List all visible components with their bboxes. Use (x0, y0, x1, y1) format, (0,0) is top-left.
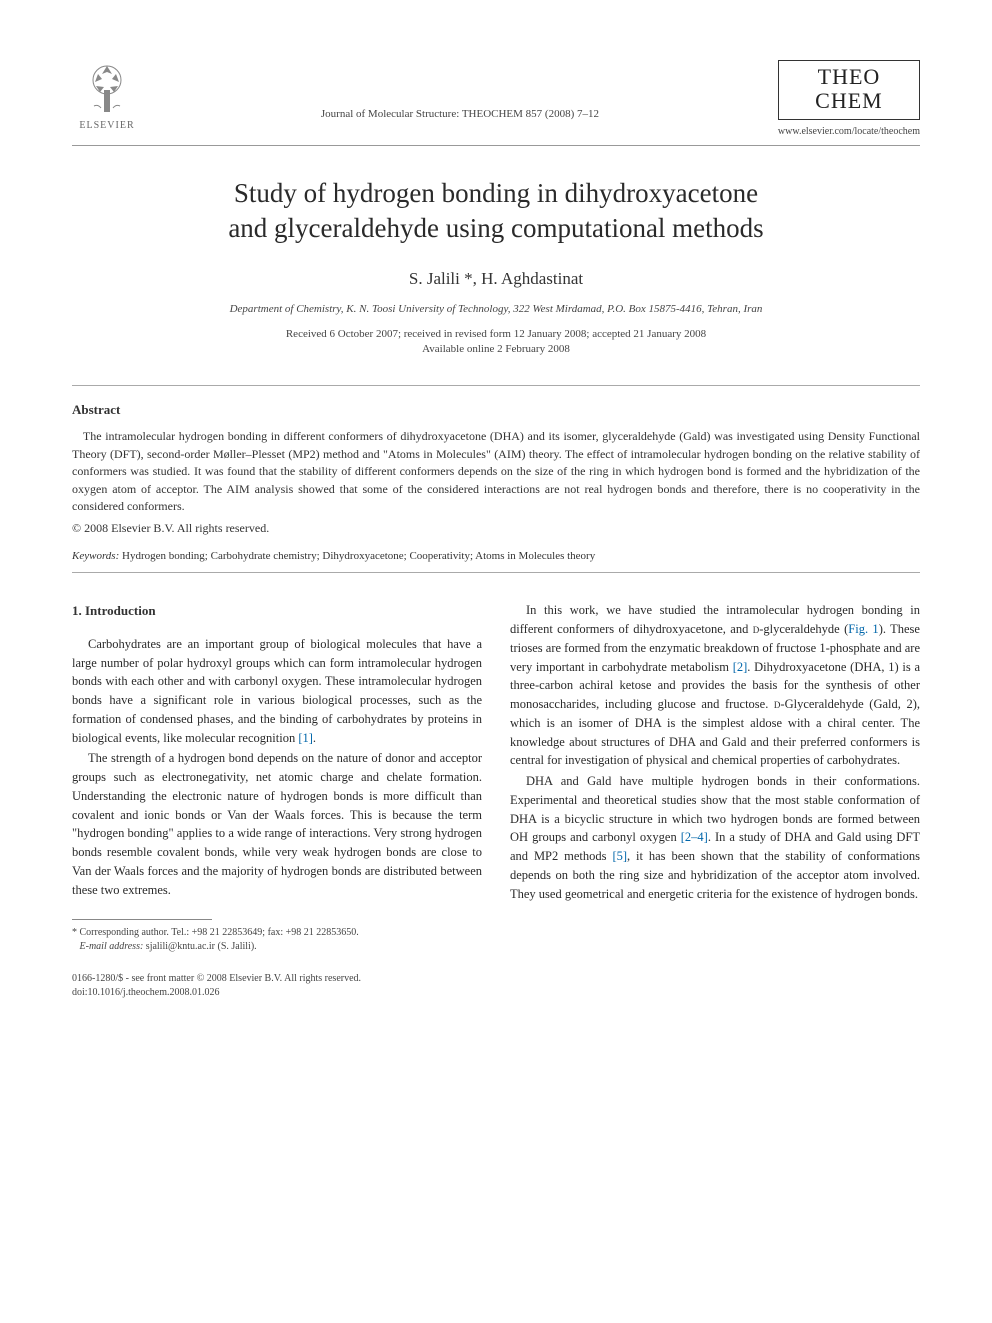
publisher-label: ELSEVIER (79, 120, 134, 131)
journal-reference: Journal of Molecular Structure: THEOCHEM… (142, 60, 778, 120)
footnote-email: sjalili@kntu.ac.ir (S. Jalili). (143, 941, 256, 952)
p3b: -glyceraldehyde ( (759, 622, 848, 636)
page-footer: 0166-1280/$ - see front matter © 2008 El… (72, 972, 482, 1000)
ref-link-4[interactable]: [5] (612, 849, 627, 863)
article-dates: Received 6 October 2007; received in rev… (72, 327, 920, 358)
header-row: ELSEVIER Journal of Molecular Structure:… (72, 60, 920, 137)
footnote-email-label: E-mail address: (80, 941, 144, 952)
publisher-logo: ELSEVIER (72, 60, 142, 131)
footnote-email-line: E-mail address: sjalili@kntu.ac.ir (S. J… (72, 940, 482, 954)
journal-box-line2: CHEM (785, 89, 913, 113)
abstract-heading: Abstract (72, 402, 920, 418)
header-rule (72, 145, 920, 146)
journal-box-line1: THEO (785, 65, 913, 89)
abstract-text: The intramolecular hydrogen bonding in d… (72, 429, 920, 513)
journal-box: THEO CHEM (778, 60, 920, 120)
column-right: In this work, we have studied the intram… (510, 601, 920, 1000)
intro-para-3: In this work, we have studied the intram… (510, 601, 920, 770)
intro-para-2: The strength of a hydrogen bond depends … (72, 749, 482, 899)
footer-line1: 0166-1280/$ - see front matter © 2008 El… (72, 972, 482, 986)
ref-link-1[interactable]: [1] (298, 731, 313, 745)
footnote-rule (72, 919, 212, 920)
footer-line2: doi:10.1016/j.theochem.2008.01.026 (72, 986, 482, 1000)
abstract-bottom-rule (72, 572, 920, 573)
fig-link-1[interactable]: Fig. 1 (848, 622, 878, 636)
keywords: Keywords: Hydrogen bonding; Carbohydrate… (72, 550, 920, 562)
intro-para-4: DHA and Gald have multiple hydrogen bond… (510, 772, 920, 903)
dates-line1: Received 6 October 2007; received in rev… (286, 328, 706, 340)
footnote-corr: * Corresponding author. Tel.: +98 21 228… (72, 926, 482, 940)
title-line1: Study of hydrogen bonding in dihydroxyac… (234, 178, 758, 208)
ref-link-2[interactable]: [2] (733, 660, 748, 674)
intro-p1-text: Carbohydrates are an important group of … (72, 637, 482, 745)
article-title: Study of hydrogen bonding in dihydroxyac… (72, 176, 920, 246)
abstract-body: The intramolecular hydrogen bonding in d… (72, 428, 920, 515)
journal-url: www.elsevier.com/locate/theochem (778, 126, 920, 137)
body-columns: 1. Introduction Carbohydrates are an imp… (72, 601, 920, 1000)
authors: S. Jalili *, H. Aghdastinat (72, 269, 920, 289)
journal-box-wrap: THEO CHEM www.elsevier.com/locate/theoch… (778, 60, 920, 137)
corresponding-author-footnote: * Corresponding author. Tel.: +98 21 228… (72, 926, 482, 954)
ref-link-3[interactable]: [2–4] (681, 830, 708, 844)
section-heading-intro: 1. Introduction (72, 601, 482, 621)
abstract-top-rule (72, 385, 920, 386)
intro-para-1: Carbohydrates are an important group of … (72, 635, 482, 748)
dates-line2: Available online 2 February 2008 (422, 343, 570, 355)
title-line2: and glyceraldehyde using computational m… (228, 213, 763, 243)
column-left: 1. Introduction Carbohydrates are an imp… (72, 601, 482, 1000)
keywords-label: Keywords: (72, 550, 119, 562)
elsevier-tree-icon (78, 60, 136, 118)
intro-p1-tail: . (313, 731, 316, 745)
abstract-copyright: © 2008 Elsevier B.V. All rights reserved… (72, 521, 920, 536)
affiliation: Department of Chemistry, K. N. Toosi Uni… (72, 303, 920, 315)
keywords-text: Hydrogen bonding; Carbohydrate chemistry… (119, 550, 595, 562)
